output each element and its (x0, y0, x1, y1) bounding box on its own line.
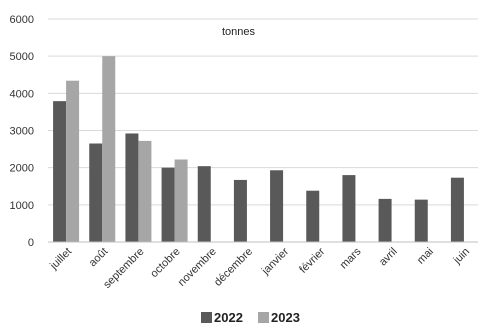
x-tick-label: mars (338, 245, 364, 271)
x-tick-label: novembre (176, 246, 219, 289)
bar-2023-octobre (174, 159, 188, 242)
bar-2022-août (89, 143, 103, 242)
x-tick-label: octobre (148, 246, 182, 280)
y-tick-label: 0 (28, 237, 34, 249)
x-tick-label: avril (377, 246, 400, 269)
x-tick-label: août (87, 246, 111, 270)
bar-2023-septembre (138, 140, 152, 242)
unit-label: tonnes (222, 26, 256, 38)
legend-label-2023: 2023 (271, 310, 300, 324)
x-tick-label: juin (451, 246, 472, 267)
x-tick-label: mai (415, 246, 436, 267)
y-tick-label: 4000 (10, 88, 34, 100)
legend-label-2022: 2022 (214, 310, 243, 324)
legend: 2022 2023 (201, 310, 300, 324)
y-tick-label: 6000 (10, 14, 34, 26)
bar-2022-novembre (197, 166, 211, 242)
bar-2022-février (306, 190, 320, 242)
x-tick-label: janvier (259, 245, 291, 277)
bars (53, 56, 464, 243)
bar-2022-avril (378, 198, 392, 242)
gridlines (48, 18, 478, 206)
bar-2022-mars (342, 175, 356, 242)
bar-2022-janvier (270, 170, 284, 242)
bar-2022-octobre (161, 167, 175, 242)
bar-2022-juillet (53, 101, 67, 242)
y-tick-label: 3000 (10, 126, 34, 138)
bar-2022-septembre (125, 133, 139, 242)
x-tick-label: décembre (212, 246, 255, 289)
y-tick-label: 2000 (10, 163, 34, 175)
bar-2023-juillet (66, 80, 80, 243)
bar-2022-décembre (233, 179, 247, 242)
y-tick-label: 5000 (10, 51, 34, 63)
y-tick-label: 1000 (10, 200, 34, 212)
bar-2022-mai (414, 199, 428, 242)
x-tick-label: février (297, 245, 327, 275)
legend-swatch-2022 (201, 312, 212, 323)
legend-swatch-2023 (258, 312, 269, 323)
bar-2022-juin (450, 177, 464, 242)
y-axis-tick-labels: 0 1000 2000 3000 4000 5000 6000 (10, 14, 34, 249)
bar-2023-août (102, 56, 116, 242)
x-tick-label: juillet (47, 246, 74, 273)
